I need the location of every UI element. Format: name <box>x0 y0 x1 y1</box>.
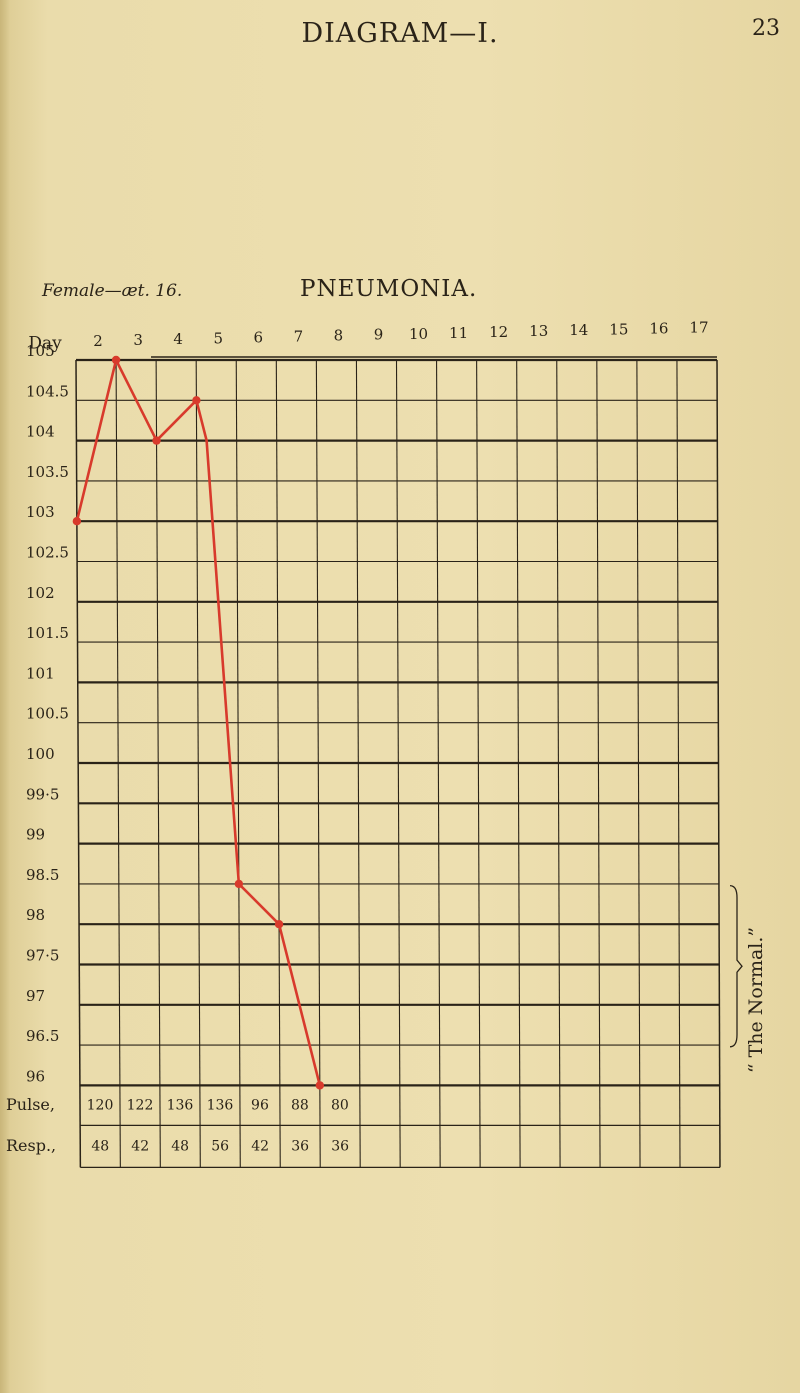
day-label: Day <box>28 334 62 354</box>
temperature-tick-label: 102.5 <box>26 544 69 562</box>
grid-vertical-line <box>155 359 161 1168</box>
temperature-tick-label: 99·5 <box>26 785 59 803</box>
temperature-point <box>72 517 82 526</box>
grid-vertical-line <box>315 359 321 1168</box>
temperature-tick-label: 100 <box>26 745 55 763</box>
table-row-label: Resp., <box>6 1136 56 1155</box>
grid-vertical-line <box>676 359 681 1168</box>
temperature-point <box>152 436 161 445</box>
grid-vertical-line <box>195 359 201 1168</box>
day-tick-label: 14 <box>569 321 588 339</box>
normal-bracket <box>729 884 743 1048</box>
day-tick-label: 15 <box>609 320 628 338</box>
temperature-tick-label: 99 <box>26 826 45 844</box>
normal-label: “ The Normal.” <box>745 926 767 1074</box>
grid-vertical-line <box>476 359 481 1168</box>
grid-vertical-line <box>516 359 521 1168</box>
temperature-point <box>234 879 244 889</box>
temperature-tick-label: 104.5 <box>26 382 69 400</box>
day-tick-label: 2 <box>93 332 103 350</box>
table-cell-value: 36 <box>291 1138 309 1154</box>
temperature-tick-label: 100.5 <box>26 705 69 723</box>
patient-info: Female—æt. 16. <box>42 281 183 301</box>
grid-vertical-line <box>275 359 281 1168</box>
temperature-point <box>315 1081 325 1090</box>
day-tick-label: 4 <box>173 330 183 348</box>
diagram-title: DIAGRAM—I. <box>301 18 499 49</box>
table-cell-value: 36 <box>331 1138 349 1154</box>
temperature-tick-label: 103 <box>26 503 55 521</box>
table-cell-value: 42 <box>131 1138 149 1154</box>
table-cell-value: 80 <box>331 1097 349 1113</box>
grid-vertical-line <box>395 359 401 1168</box>
table-cell-value: 136 <box>167 1097 194 1113</box>
temperature-point <box>274 920 284 929</box>
temperature-tick-label: 104 <box>26 423 55 441</box>
chart-title: PNEUMONIA. <box>300 276 478 302</box>
table-row-label: Pulse, <box>6 1095 55 1114</box>
page-edge <box>0 0 10 1393</box>
table-cell-value: 56 <box>211 1138 229 1154</box>
grid-vertical-line <box>636 359 641 1168</box>
day-tick-label: 12 <box>489 323 508 341</box>
table-cell-value: 88 <box>291 1097 309 1113</box>
grid-vertical-line <box>75 359 82 1168</box>
temperature-tick-label: 101 <box>26 664 55 682</box>
temperature-tick-label: 102 <box>26 584 55 602</box>
page-number: 23 <box>752 16 780 41</box>
grid-vertical-line <box>596 359 601 1168</box>
table-cell-value: 42 <box>251 1138 269 1154</box>
grid-vertical-line <box>716 359 721 1168</box>
table-cell-value: 120 <box>87 1097 114 1113</box>
day-tick-label: 5 <box>213 329 223 347</box>
temperature-tick-label: 97 <box>26 987 45 1005</box>
table-cell-value: 48 <box>171 1138 189 1154</box>
grid-vertical-line <box>115 359 121 1168</box>
temperature-tick-label: 105 <box>26 342 55 360</box>
grid-vertical-line <box>235 359 241 1168</box>
temperature-tick-label: 96 <box>26 1067 45 1085</box>
day-tick-label: 10 <box>409 325 428 343</box>
temperature-tick-label: 97·5 <box>26 947 59 965</box>
temperature-point <box>192 396 201 405</box>
table-cell-value: 48 <box>91 1138 109 1154</box>
temperature-line <box>75 358 322 1086</box>
temperature-tick-label: 98.5 <box>26 866 59 884</box>
table-cell-value: 96 <box>251 1097 269 1113</box>
day-tick-label: 13 <box>529 322 548 340</box>
temperature-tick-label: 101.5 <box>26 624 69 642</box>
day-tick-label: 11 <box>449 324 468 342</box>
day-tick-label: 6 <box>254 328 264 346</box>
grid-vertical-line <box>556 359 561 1168</box>
temperature-tick-label: 96.5 <box>26 1027 59 1045</box>
day-tick-label: 17 <box>689 319 708 337</box>
table-cell-value: 122 <box>127 1097 154 1113</box>
temperature-tick-label: 103.5 <box>26 463 69 481</box>
temperature-tick-label: 98 <box>26 906 45 924</box>
day-tick-label: 3 <box>133 331 143 349</box>
day-tick-label: 8 <box>334 327 344 345</box>
grid-vertical-line <box>436 359 441 1168</box>
day-tick-label: 7 <box>294 328 304 346</box>
grid-vertical-line <box>355 359 361 1168</box>
temperature-point <box>111 355 121 365</box>
day-tick-label: 16 <box>649 319 668 337</box>
table-cell-value: 136 <box>207 1097 234 1113</box>
day-tick-label: 9 <box>374 326 384 344</box>
